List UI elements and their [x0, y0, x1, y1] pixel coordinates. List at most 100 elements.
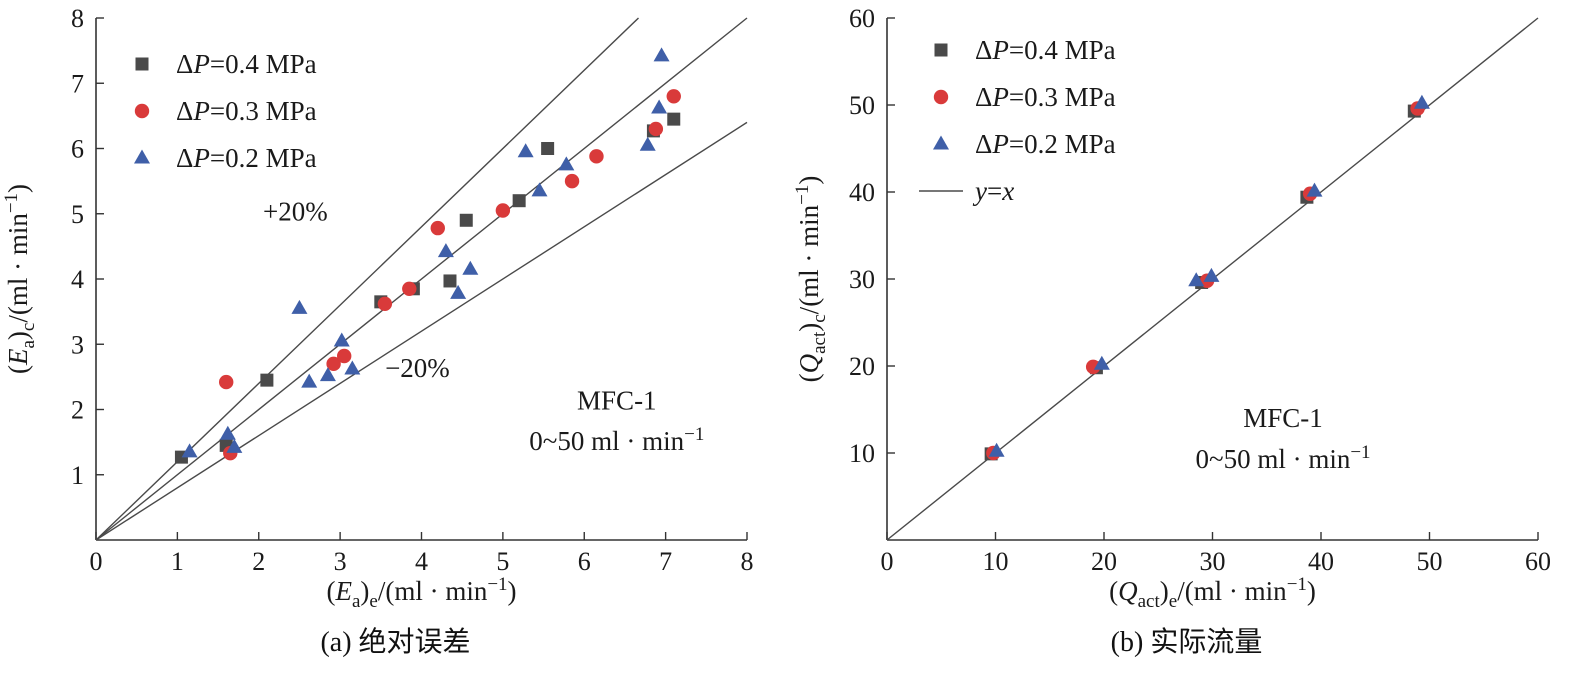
data-point-marker	[450, 284, 467, 299]
x-tick-label: 40	[1308, 547, 1334, 576]
data-point-marker	[495, 203, 511, 218]
y-tick-label: 4	[71, 265, 84, 294]
data-point-marker	[291, 299, 308, 314]
data-point-marker	[181, 443, 198, 458]
data-point-marker	[430, 220, 445, 236]
reference-line	[95, 121, 748, 541]
y-axis-title: (Ea)c/(ml · min−1)	[1, 184, 39, 374]
data-point-marker	[517, 143, 534, 158]
data-point-marker	[933, 89, 949, 105]
y-tick-label: 2	[71, 396, 84, 425]
data-point-marker	[541, 142, 555, 155]
annotation-text: +20%	[263, 196, 328, 226]
data-point-marker	[219, 425, 236, 440]
legend-label: ΔP=0.2 MPa	[176, 143, 317, 173]
data-point-marker	[226, 438, 243, 453]
data-point-marker	[319, 367, 336, 382]
data-point-marker	[667, 112, 681, 126]
data-point-marker	[1413, 94, 1430, 109]
data-point-marker	[512, 194, 526, 208]
x-tick-label: 4	[415, 547, 428, 576]
x-tick-label: 7	[659, 547, 672, 576]
data-point-marker	[933, 135, 949, 150]
y-tick-label: 3	[71, 330, 84, 359]
legend-label: ΔP=0.4 MPa	[176, 49, 317, 79]
x-tick-label: 0	[881, 547, 894, 576]
data-point-marker	[651, 99, 668, 114]
data-point-marker	[336, 348, 352, 364]
x-tick-label: 10	[983, 547, 1009, 576]
x-tick-label: 0	[90, 547, 103, 576]
y-tick-label: 60	[849, 4, 875, 33]
caption-b: (b) 实际流量	[1110, 627, 1263, 658]
x-tick-label: 2	[252, 547, 265, 576]
data-point-marker	[134, 149, 150, 164]
panel-a: 0 1 2 3 4 5 6 7 8 1 2 3 4 5 6 7 8 (Ea)e/(ml · min−1) (Ea)c…	[0, 4, 791, 660]
legend-label: ΔP=0.3 MPa	[975, 82, 1116, 112]
data-point-marker	[326, 356, 341, 372]
data-point-marker	[1203, 267, 1220, 282]
data-point-marker	[301, 373, 318, 388]
annotation-text: −20%	[385, 353, 450, 383]
x-tick-label: 5	[496, 547, 509, 576]
data-point-marker	[134, 103, 150, 119]
reference-line	[95, 17, 748, 541]
y-tick-label: 20	[849, 352, 875, 381]
data-point-marker	[377, 296, 393, 311]
data-point-marker	[437, 243, 454, 258]
y-tick-label: 40	[849, 178, 875, 207]
y-tick-label: 7	[71, 69, 84, 98]
data-point-marker	[462, 260, 479, 275]
x-tick-label: 50	[1417, 547, 1443, 576]
y-tick-label: 10	[849, 439, 875, 468]
legend-label: ΔP=0.3 MPa	[176, 96, 317, 126]
data-point-marker	[934, 43, 948, 57]
x-tick-label: 20	[1091, 547, 1117, 576]
legend-label: ΔP=0.2 MPa	[975, 129, 1116, 159]
annotation-text: MFC-1	[1243, 403, 1323, 433]
y-tick-label: 30	[849, 265, 875, 294]
caption-a: (a) 绝对误差	[320, 627, 471, 658]
data-point-marker	[1093, 355, 1110, 370]
chart-b-actual-flow: 0 10 20 30 40 50 60 10 20 30 40 50 60 (Qact)e/(ml · m…	[792, 4, 1551, 612]
annotation-text: MFC-1	[577, 386, 657, 416]
data-point-marker	[459, 213, 473, 227]
annotation-text: 0~50 ml · min−1	[529, 424, 704, 456]
data-point-marker	[531, 182, 548, 197]
x-tick-label: 8	[741, 547, 754, 576]
y-tick-label: 5	[71, 200, 84, 229]
legend-label: y=x	[972, 176, 1014, 206]
y-tick-label: 1	[71, 461, 84, 490]
x-tick-label: 60	[1525, 547, 1551, 576]
data-point-marker	[589, 149, 604, 164]
data-point-marker	[135, 57, 149, 71]
x-axis-title: (Ea)e/(ml · min−1)	[326, 574, 516, 612]
data-point-marker	[1085, 359, 1101, 375]
data-point-marker	[443, 274, 457, 288]
data-point-marker	[653, 47, 670, 62]
y-tick-label: 6	[71, 135, 84, 164]
legend-label: ΔP=0.4 MPa	[975, 35, 1116, 65]
chart-a-absolute-error: 0 1 2 3 4 5 6 7 8 1 2 3 4 5 6 7 8 (Ea)e/(ml · min−1) (Ea)c…	[1, 4, 754, 612]
dual-scatter-figure: 0 1 2 3 4 5 6 7 8 1 2 3 4 5 6 7 8 (Ea)e/(ml · min−1) (Ea)c…	[0, 4, 1582, 660]
data-point-marker	[344, 360, 361, 375]
data-point-marker	[402, 281, 417, 296]
x-axis-title: (Qact)e/(ml · min−1)	[1109, 574, 1316, 612]
x-tick-label: 1	[171, 547, 184, 576]
panel-b: 0 10 20 30 40 50 60 10 20 30 40 50 60 (Qact)e/(ml · m…	[791, 4, 1582, 660]
y-axis-title: (Qact)c/(ml · min−1)	[792, 176, 830, 383]
x-tick-label: 6	[578, 547, 591, 576]
x-tick-label: 3	[334, 547, 347, 576]
data-point-marker	[639, 136, 656, 151]
data-point-marker	[1306, 182, 1323, 197]
annotation-text: 0~50 ml · min−1	[1195, 442, 1370, 474]
data-point-marker	[648, 121, 664, 137]
data-point-marker	[988, 442, 1005, 457]
data-point-marker	[333, 332, 350, 347]
data-point-marker	[219, 374, 234, 390]
data-point-marker	[260, 373, 274, 387]
data-point-marker	[558, 156, 575, 171]
x-tick-label: 30	[1200, 547, 1226, 576]
data-point-marker	[1188, 272, 1205, 287]
y-tick-label: 8	[71, 4, 84, 33]
